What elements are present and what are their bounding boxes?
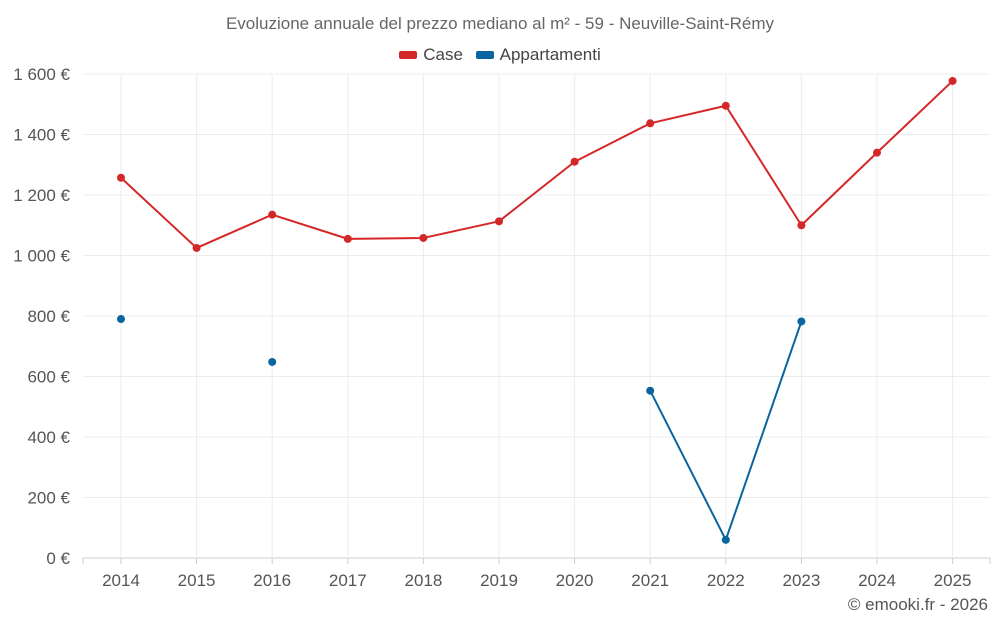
x-tick-label: 2023 <box>782 571 820 590</box>
y-tick-label: 800 € <box>27 307 70 326</box>
chart-title: Evoluzione annuale del prezzo mediano al… <box>225 14 775 33</box>
series-appartamenti <box>117 315 806 544</box>
data-point-appartamenti-2016 <box>268 357 277 366</box>
x-tick-label: 2022 <box>707 571 745 590</box>
data-point-appartamenti-2023 <box>797 317 806 326</box>
y-tick-label: 600 € <box>27 368 70 387</box>
legend-item-case[interactable]: Case <box>399 45 463 65</box>
x-axis: 2014 2015 2016 2017 2018 2019 2020 2021 2022 2023… <box>82 558 991 590</box>
y-tick-label: 1 600 € <box>13 65 70 84</box>
y-tick-label: 1 200 € <box>13 186 70 205</box>
data-point-case-2015 <box>192 243 201 252</box>
series-group <box>117 76 957 544</box>
data-point-case-2018 <box>419 233 428 242</box>
x-tick-label: 2018 <box>404 571 442 590</box>
x-tick-label: 2016 <box>253 571 291 590</box>
x-tick-label: 2019 <box>480 571 518 590</box>
data-point-case-2017 <box>343 234 352 243</box>
x-tick-label: 2014 <box>102 571 140 590</box>
data-point-case-2021 <box>646 119 655 128</box>
x-tick-label: 2021 <box>631 571 669 590</box>
x-tick-label: 2024 <box>858 571 896 590</box>
data-point-case-2014 <box>117 173 125 182</box>
x-tick-label: 2025 <box>934 571 972 590</box>
y-tick-label: 1 400 € <box>13 126 70 145</box>
credit-text: © emooki.fr - 2026 <box>847 595 988 614</box>
y-tick-label: 0 € <box>46 549 70 568</box>
series-case <box>117 76 957 252</box>
data-point-case-2016 <box>268 210 277 219</box>
data-point-case-2025 <box>948 76 957 85</box>
data-point-appartamenti-2014 <box>117 315 125 324</box>
data-point-case-2019 <box>495 217 503 226</box>
y-axis: 0 € 200 € 400 € 600 € 800 € 1 000 € 1 200 € 1 4… <box>13 65 70 568</box>
x-tick-label: 2015 <box>178 571 216 590</box>
x-tick-label: 2020 <box>556 571 594 590</box>
data-point-case-2022 <box>721 101 730 110</box>
x-tick-label: 2017 <box>329 571 367 590</box>
data-point-appartamenti-2021 <box>646 386 655 395</box>
y-tick-label: 1 000 € <box>13 247 70 266</box>
legend-swatch-case <box>399 51 418 59</box>
series-line-case <box>120 80 954 249</box>
y-tick-label: 400 € <box>27 428 70 447</box>
legend-swatch-appartamenti <box>475 51 494 59</box>
y-tick-label: 200 € <box>27 489 70 508</box>
legend-item-appartamenti[interactable]: Appartamenti <box>475 45 601 65</box>
legend-label-case: Case <box>423 45 463 64</box>
chart-legend: Case Appartamenti <box>0 44 1000 65</box>
data-point-case-2024 <box>873 148 881 157</box>
legend-label-appartamenti: Appartamenti <box>499 45 601 64</box>
data-point-case-2020 <box>570 157 579 166</box>
grid-lines <box>83 73 990 559</box>
data-point-case-2023 <box>797 221 806 230</box>
data-point-appartamenti-2022 <box>721 535 730 544</box>
